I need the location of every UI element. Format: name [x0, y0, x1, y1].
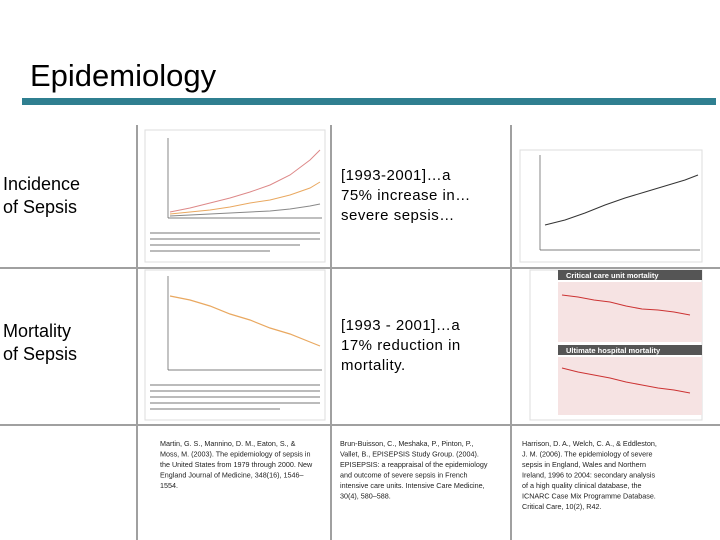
summary-text: severe sepsis… — [341, 207, 455, 224]
citation: the United States from 1979 through 2000… — [160, 460, 313, 469]
citation: sepsis in England, Wales and Northern — [522, 460, 646, 469]
row-label: Mortality — [3, 321, 71, 341]
mortality-right-figure: Critical care unit mortality Ultimate ho… — [529, 269, 703, 421]
table-grid — [0, 125, 720, 540]
citation: Critical Care, 10(2), R42. — [522, 502, 602, 511]
slide-title: Epidemiology — [30, 58, 217, 93]
citation: 30(4), 580–588. — [340, 492, 391, 501]
citation: Vallet, B., EPISEPSIS Study Group. (2004… — [340, 450, 479, 459]
citation: EPISEPSIS: a reappraisal of the epidemio… — [340, 460, 488, 469]
chart-tag: Critical care unit mortality — [566, 271, 659, 280]
citation: Ireland, 1996 to 2004: secondary analysi… — [522, 471, 655, 480]
citation: and outcome of severe sepsis in French — [340, 471, 467, 480]
citation: England Journal of Medicine, 348(16), 15… — [160, 471, 303, 480]
citation: Moss, M. (2003). The epidemiology of sep… — [160, 450, 310, 459]
row-label: of Sepsis — [3, 344, 77, 364]
summary-text: mortality. — [341, 357, 406, 374]
summary-text: 75% increase in… — [341, 187, 471, 204]
chart-tag: Ultimate hospital mortality — [566, 346, 661, 355]
incidence-figure — [144, 129, 326, 263]
citation: Harrison, D. A., Welch, C. A., & Eddlest… — [522, 439, 657, 448]
citation: intensive care units. Intensive Care Med… — [340, 481, 485, 490]
title-bar — [22, 98, 716, 105]
incidence-right-figure — [519, 149, 703, 263]
citation: Martin, G. S., Mannino, D. M., Eaton, S.… — [160, 439, 296, 448]
citation: Brun-Buisson, C., Meshaka, P., Pinton, P… — [340, 439, 474, 448]
citation: 1554. — [160, 481, 178, 490]
citation: of a high quality clinical database, the — [522, 481, 641, 490]
row-label: Incidence — [3, 174, 80, 194]
summary-text: [1993 - 2001]…a — [341, 317, 460, 334]
row-label: of Sepsis — [3, 197, 77, 217]
citation: ICNARC Case Mix Programme Database. — [522, 492, 656, 501]
citation: J. M. (2006). The epidemiology of severe — [522, 450, 653, 459]
mortality-figure — [144, 269, 326, 421]
summary-text: [1993-2001]…a — [341, 167, 451, 184]
summary-text: 17% reduction in — [341, 337, 461, 354]
